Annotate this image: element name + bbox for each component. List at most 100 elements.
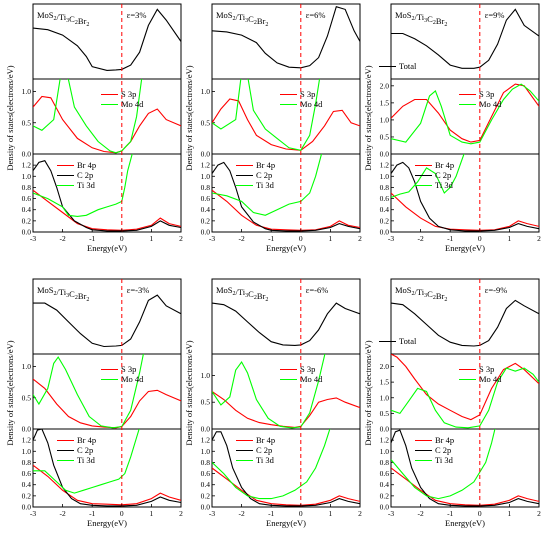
compound-part: /Ti	[236, 287, 246, 297]
series-line-ti-3d	[212, 429, 331, 500]
series-line-c-2p	[391, 429, 539, 507]
series-line-br-4p	[212, 467, 360, 506]
x-axis-label: Energy(eV)	[266, 243, 306, 253]
compound-part: 2	[54, 16, 57, 22]
x-axis-label: Energy(eV)	[445, 518, 485, 528]
legend-label: C 2p	[77, 445, 93, 455]
x-tick-label: -1	[89, 234, 95, 243]
compound-part: 2	[412, 16, 415, 22]
y-axis-label: Density of states(electrons/eV)	[5, 65, 15, 170]
compound-part: Br	[78, 16, 87, 26]
series-line-ti-3d	[33, 429, 140, 494]
legend-label: Br 4p	[256, 160, 275, 170]
y-tick-label: 0.5	[380, 132, 390, 141]
x-tick-label: 2	[179, 234, 183, 243]
compound-part: 2	[75, 20, 78, 26]
y-tick-label: 0.8	[22, 183, 32, 192]
compound-label: MoS2/Ti3C2Br2	[37, 285, 89, 303]
compound-label: MoS2/Ti3C2Br2	[395, 285, 447, 303]
compound-part: 2	[233, 16, 236, 22]
compound-part: Br	[257, 16, 266, 26]
legend-label: Br 4p	[77, 160, 96, 170]
legend-label: Mo 4d	[300, 374, 323, 384]
x-tick-label: 1	[150, 234, 154, 243]
series-line-c-2p	[33, 429, 181, 507]
x-tick-label: -2	[59, 234, 65, 243]
series-line-ti-3d	[391, 429, 496, 500]
y-tick-label: 0.5	[201, 118, 211, 127]
legend-label: S 3p	[121, 89, 136, 99]
x-tick-label: 0	[299, 234, 303, 243]
legend-label: Mo 4d	[300, 99, 323, 109]
y-tick-label: 0.6	[380, 469, 390, 478]
series-line-s-3p	[212, 98, 360, 151]
y-tick-label: 0.2	[380, 216, 390, 225]
panel-frame	[32, 78, 182, 155]
compound-part: C	[69, 14, 75, 24]
legend-label: Br 4p	[435, 160, 454, 170]
y-tick-label: 0.5	[22, 118, 32, 127]
compound-part: 3	[424, 18, 427, 24]
compound-part: C	[248, 289, 254, 299]
y-tick-label: 1.0	[201, 447, 211, 456]
legend-label: Ti 3d	[77, 180, 96, 190]
y-tick-label: 1.0	[22, 87, 32, 96]
x-tick-label: 2	[358, 234, 362, 243]
x-tick-label: -2	[238, 234, 244, 243]
series-line-c-2p	[391, 161, 539, 232]
strain-label: ε=-3%	[127, 285, 150, 295]
x-tick-label: -2	[417, 509, 423, 518]
legend-label: Total	[399, 61, 417, 71]
legend-label: C 2p	[77, 170, 93, 180]
x-tick-label: -2	[238, 509, 244, 518]
y-tick-label: 1.0	[22, 447, 32, 456]
compound-part: MoS	[395, 10, 412, 20]
panel-frame	[32, 153, 182, 233]
compound-part: 2	[444, 297, 447, 303]
y-tick-label: 0.5	[22, 393, 32, 402]
x-tick-label: 1	[508, 234, 512, 243]
legend-label: S 3p	[300, 364, 315, 374]
series-line-total	[391, 8, 539, 69]
y-tick-label: 0.0	[201, 150, 211, 159]
y-axis-label: Density of states(electrons/eV)	[363, 65, 373, 170]
y-tick-label: 0.2	[22, 491, 32, 500]
legend-label: Ti 3d	[435, 455, 454, 465]
panel-frame	[211, 428, 361, 508]
compound-part: 2	[433, 295, 436, 301]
compound-part: 3	[245, 18, 248, 24]
legend-label: S 3p	[121, 364, 136, 374]
compound-part: 2	[444, 22, 447, 28]
panel-frame	[211, 153, 361, 233]
series-line-s-3p	[33, 378, 181, 429]
x-tick-label: 2	[179, 509, 183, 518]
series-line-c-2p	[212, 161, 360, 232]
legend-label: C 2p	[256, 170, 272, 180]
legend-label: Total	[399, 336, 417, 346]
x-tick-label: 0	[478, 234, 482, 243]
compound-part: 2	[412, 291, 415, 297]
y-tick-label: 2.0	[380, 362, 390, 371]
y-tick-label: 1.2	[22, 436, 32, 445]
x-tick-label: 1	[150, 509, 154, 518]
compound-part: 3	[66, 18, 69, 24]
y-tick-label: 0.2	[201, 491, 211, 500]
compound-part: 3	[245, 293, 248, 299]
series-line-ti-3d	[391, 154, 465, 199]
y-tick-label: 0.6	[22, 194, 32, 203]
compound-part: MoS	[37, 10, 54, 20]
y-tick-label: 0.6	[201, 194, 211, 203]
compound-part: 2	[86, 297, 89, 303]
compound-part: Br	[257, 291, 266, 301]
compound-part: /Ti	[57, 287, 67, 297]
legend-label: C 2p	[256, 445, 272, 455]
y-tick-label: 1.2	[380, 436, 390, 445]
series-line-mo-4d	[33, 354, 144, 429]
strain-label: ε=9%	[485, 10, 505, 20]
